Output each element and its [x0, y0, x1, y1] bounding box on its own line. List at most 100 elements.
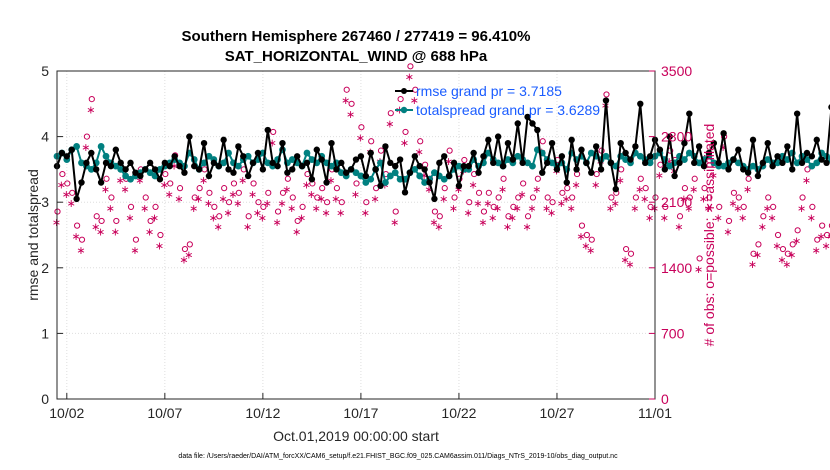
rmse-point: [191, 162, 198, 170]
obs-assimilated-marker: ∗: [807, 211, 816, 224]
obs-possible-marker: [407, 63, 414, 70]
totalspread-point: [386, 172, 394, 180]
obs-assimilated-marker: ∗: [772, 239, 781, 252]
obs-possible-marker: [387, 110, 394, 117]
rmse-point: [230, 169, 237, 176]
rmse-point: [607, 159, 615, 167]
rmse-point: [107, 162, 115, 170]
rmse-point: [102, 159, 110, 167]
x-tick-label: 10/17: [343, 405, 378, 421]
obs-assimilated-marker: ∗: [542, 202, 551, 215]
rmse-point: [548, 139, 556, 147]
x-tick-label: 10/12: [245, 405, 280, 421]
obs-assimilated-marker: ∗: [174, 193, 183, 206]
obs-possible-marker: [431, 208, 439, 215]
obs-possible-marker: [319, 185, 326, 192]
totalspread-point: [602, 152, 610, 160]
obs-assimilated-marker: ∗: [101, 183, 110, 196]
obs-possible-marker: [363, 199, 370, 206]
totalspread-point: [813, 159, 821, 167]
rmse-point: [93, 166, 100, 173]
obs-possible-marker: [819, 222, 826, 229]
rmse-point: [338, 159, 345, 167]
plot-area: [57, 71, 655, 399]
obs-possible-marker: [809, 203, 816, 210]
obs-assimilated-marker: ∗: [67, 197, 76, 210]
rmse-point: [186, 133, 193, 140]
obs-assimilated-marker: ∗: [674, 221, 683, 234]
obs-possible-marker: [392, 208, 399, 215]
obs-assimilated-marker: ∗: [797, 202, 806, 215]
obs-possible-marker: [637, 175, 644, 182]
rmse-point: [431, 195, 438, 203]
obs-possible-marker: [534, 175, 541, 182]
obs-assimilated-marker: ∗: [71, 230, 80, 243]
rmse-point: [627, 156, 634, 163]
rmse-point: [529, 120, 536, 127]
totalspread-point: [362, 179, 370, 186]
rmse-point: [269, 159, 276, 167]
obs-possible-marker: [127, 203, 135, 210]
obs-possible-marker: [323, 199, 331, 206]
obs-possible-marker: [662, 203, 669, 210]
rmse-point: [205, 172, 213, 180]
rmse-point: [485, 136, 492, 144]
obs-assimilated-marker: ∗: [714, 211, 723, 224]
obs-assimilated-marker: ∗: [155, 239, 164, 252]
rmse-point: [695, 143, 703, 150]
obs-possible-marker: [289, 194, 296, 201]
rmse-point: [377, 182, 384, 189]
obs-possible-marker: [603, 91, 610, 98]
obs-assimilated-marker: ∗: [748, 258, 757, 271]
rmse-point: [543, 159, 551, 167]
rmse-point: [357, 153, 365, 160]
y2-tick-label: 2800: [661, 129, 692, 145]
rmse-point: [210, 159, 218, 167]
legend-spread-label: totalspread grand pr = 3.6289: [416, 102, 600, 118]
rmse-point: [744, 169, 752, 176]
obs-possible-marker: [176, 185, 184, 192]
obs-assimilated-marker: ∗: [611, 197, 620, 210]
obs-assimilated-marker: ∗: [620, 253, 629, 266]
rmse-point: [588, 169, 595, 176]
obs-possible-marker: [108, 194, 115, 201]
obs-assimilated-marker: ∗: [488, 211, 497, 224]
totalspread-point: [681, 156, 688, 163]
totalspread-point: [308, 156, 316, 163]
obs-assimilated-marker: ∗: [625, 258, 634, 271]
x-tick-label: 11/01: [638, 405, 672, 421]
rmse-point: [347, 166, 355, 173]
obs-assimilated-marker: ∗: [464, 207, 473, 220]
obs-possible-marker: [524, 213, 532, 220]
obs-possible-marker: [520, 180, 527, 187]
rmse-point: [808, 153, 816, 160]
obs-assimilated-marker: ∗: [738, 211, 747, 224]
legend-rmse-marker: [401, 88, 407, 94]
totalspread-point: [440, 175, 448, 183]
totalspread-point: [808, 162, 816, 170]
series-layer: [53, 97, 830, 203]
rmse-point: [519, 159, 526, 167]
obs-possible-marker: [681, 185, 689, 192]
rmse-point: [58, 149, 66, 157]
obs-assimilated-marker: ∗: [557, 197, 566, 210]
rmse-point: [171, 153, 178, 160]
y-tick-label: 4: [41, 129, 49, 145]
rmse-point: [88, 149, 95, 157]
obs-possible-marker: [265, 189, 272, 196]
rmse-point: [534, 126, 541, 134]
rmse-point: [754, 172, 762, 180]
obs-possible-marker: [353, 180, 360, 187]
obs-possible-marker: [230, 180, 238, 187]
obs-possible-marker: [78, 236, 86, 243]
obs-assimilated-marker: ∗: [292, 225, 301, 238]
obs-assimilated-marker: ∗: [76, 244, 85, 257]
obs-possible-marker: [544, 194, 551, 201]
obs-assimilated-marker: ∗: [518, 188, 527, 201]
rmse-point: [612, 185, 619, 193]
totalspread-point: [695, 159, 703, 167]
y2-tick-label: 3500: [661, 63, 692, 79]
obs-possible-marker: [397, 96, 404, 103]
totalspread-point: [685, 149, 693, 157]
obs-assimilated-marker: ∗: [493, 202, 502, 215]
